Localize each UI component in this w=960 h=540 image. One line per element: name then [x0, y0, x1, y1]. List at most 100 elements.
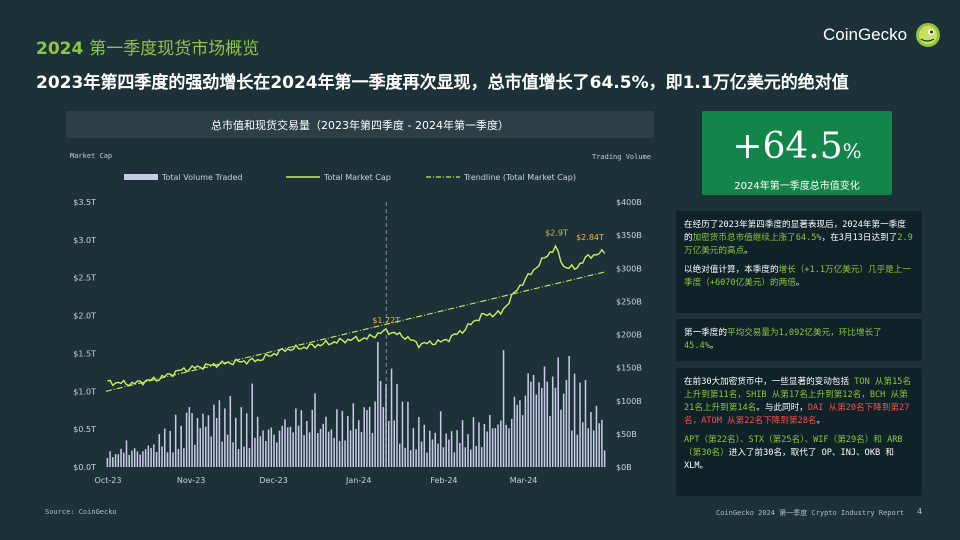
volume-bar	[579, 382, 581, 467]
note-text: 。	[744, 246, 753, 256]
volume-bar	[185, 412, 188, 467]
volume-bar	[415, 449, 417, 467]
logo-text: CoinGecko	[823, 25, 908, 44]
note-highlight: 平均交易量为1,092亿美元，环比增长了45.4%	[684, 328, 882, 351]
volume-bar	[226, 434, 229, 467]
volume-bar	[248, 448, 251, 467]
volume-bar	[188, 407, 191, 467]
volume-bar	[480, 447, 483, 467]
footer-report: CoinGecko 2024 第一季度 Crypto Industry Repo…	[716, 509, 905, 517]
volume-bar	[390, 368, 393, 467]
volume-bar	[371, 432, 374, 467]
volume-bar	[303, 435, 305, 467]
section-title: 2024 第一季度现货市场概览	[36, 34, 259, 59]
volume-bar	[284, 419, 286, 467]
y-right-tick-label: $150B	[616, 364, 642, 373]
volume-bar	[174, 414, 177, 467]
y-right-tick-label: $100B	[616, 397, 642, 406]
volume-bar	[213, 404, 215, 467]
volume-bar	[172, 452, 174, 467]
volume-bar	[237, 448, 240, 467]
note-highlight: 加密货币总市值继续上涨了64.5%	[692, 233, 822, 243]
volume-bar	[139, 454, 141, 467]
y-right-tick-label: $400B	[616, 198, 642, 207]
volume-bar	[297, 425, 300, 467]
volume-bar	[322, 424, 324, 467]
volume-bar	[300, 410, 303, 467]
volume-bar	[122, 452, 125, 467]
volume-bar	[240, 407, 243, 467]
volume-bar	[584, 380, 587, 467]
volume-bar	[325, 416, 327, 467]
volume-bar	[450, 431, 453, 467]
volume-bar	[587, 428, 590, 467]
kpi-label: 2024年第一季度总市值变化	[734, 181, 860, 192]
volume-bar	[502, 350, 505, 467]
volume-bar	[571, 430, 573, 467]
volume-bar	[235, 417, 237, 467]
trendline-path	[105, 271, 607, 392]
volume-bar	[527, 373, 529, 467]
note-text: 。与此同时，	[756, 403, 808, 413]
volume-bar	[592, 430, 595, 467]
volume-bar	[153, 444, 155, 467]
y-axis-left: $0.0T $0.5T $1.0T $1.5T $2.0T $2.5T $3.0T $3.5T	[73, 198, 96, 472]
volume-bar	[199, 428, 202, 467]
volume-bar	[120, 448, 122, 467]
y-right-tick-label: $200B	[616, 331, 642, 340]
section-subtitle: 第一季度现货市场概览	[89, 39, 260, 59]
volume-bar	[491, 428, 494, 467]
volume-bar	[292, 432, 294, 467]
volume-bar	[144, 449, 147, 467]
volume-bar	[286, 427, 289, 467]
volume-bar	[161, 446, 163, 467]
volume-bar	[327, 431, 330, 467]
chart-title: 总市值和现货交易量（2023年第四季度 - 2024年第一季度）	[66, 111, 654, 138]
volume-bar	[155, 452, 158, 467]
volume-bar	[385, 383, 387, 467]
y-left-tick-label: $3.0T	[73, 236, 96, 245]
volume-bar	[532, 374, 535, 467]
y-left-tick-label: $0.5T	[73, 425, 96, 434]
note-market-cap: 在经历了2023年第四季度的显著表现后，2024年第一季度的加密货币总市值继续上…	[676, 211, 922, 313]
volume-bar	[379, 380, 382, 467]
annotation-label: $2.9T	[545, 228, 568, 237]
volume-bar	[112, 457, 114, 467]
volume-bar	[349, 430, 352, 467]
volume-bar	[459, 443, 461, 467]
headline: 2023年第四季度的强劲增长在2024年第一季度再次显现，总市值增长了64.5%…	[36, 73, 849, 93]
volume-bar	[576, 434, 579, 467]
coingecko-logo: CoinGecko	[823, 22, 941, 48]
volume-bar	[404, 447, 406, 467]
volume-bar	[388, 420, 390, 467]
volume-bar	[513, 396, 516, 467]
volume-bar	[336, 409, 338, 467]
x-axis: Oct-23 Nov-23 Dec-23 Jan-24 Feb-24 Mar-24	[95, 476, 538, 485]
kpi-card: +64.5% 2024年第一季度总市值变化	[702, 111, 892, 195]
volume-bar	[114, 454, 117, 467]
volume-bar	[535, 394, 538, 467]
x-tick-label: Dec-23	[259, 476, 288, 485]
volume-bar	[355, 428, 357, 467]
volume-bar	[232, 442, 234, 467]
y-left-tick-label: $2.5T	[73, 274, 96, 283]
volume-bar	[207, 415, 210, 467]
volume-bar	[360, 431, 363, 467]
volume-bar	[464, 447, 467, 467]
volume-bar	[125, 440, 128, 467]
volume-bar	[202, 413, 204, 467]
y-axis-right: $0B $50B $100B $150B $200B $250B $300B $350B $40…	[616, 198, 642, 472]
volume-bar	[551, 376, 554, 467]
volume-bar	[426, 452, 428, 467]
x-tick-label: Feb-24	[430, 476, 457, 485]
section-year: 2024	[36, 39, 84, 59]
volume-bar	[560, 409, 562, 467]
footer-source: Source: CoinGecko	[45, 508, 117, 516]
volume-bar	[453, 452, 456, 467]
volume-bar	[338, 440, 341, 467]
volume-bar	[333, 437, 335, 467]
note-highlight: 2.9万亿美元的高点	[684, 233, 913, 256]
volume-bar	[150, 447, 152, 467]
note-highlight-down: DAI 从第20名下降到第27名，ATOM 从第22名下降到第28名	[684, 403, 910, 426]
volume-bar	[442, 447, 445, 467]
